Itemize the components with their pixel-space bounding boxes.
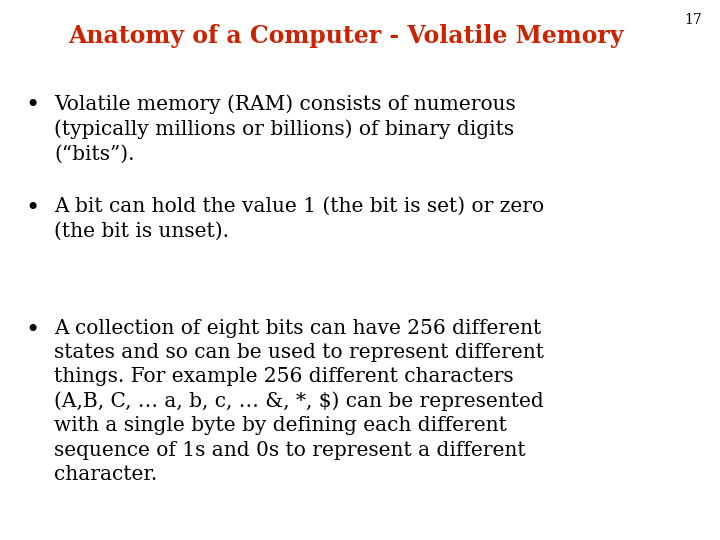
- Text: 17: 17: [684, 14, 702, 28]
- Text: •: •: [25, 197, 40, 220]
- Text: •: •: [25, 319, 40, 342]
- Text: •: •: [25, 94, 40, 118]
- Text: Anatomy of a Computer - Volatile Memory: Anatomy of a Computer - Volatile Memory: [68, 24, 624, 48]
- Text: A bit can hold the value 1 (the bit is set) or zero
(the bit is unset).: A bit can hold the value 1 (the bit is s…: [54, 197, 544, 240]
- Text: Volatile memory (RAM) consists of numerous
(typically millions or billions) of b: Volatile memory (RAM) consists of numero…: [54, 94, 516, 164]
- Text: A collection of eight bits can have 256 different
states and so can be used to r: A collection of eight bits can have 256 …: [54, 319, 544, 484]
